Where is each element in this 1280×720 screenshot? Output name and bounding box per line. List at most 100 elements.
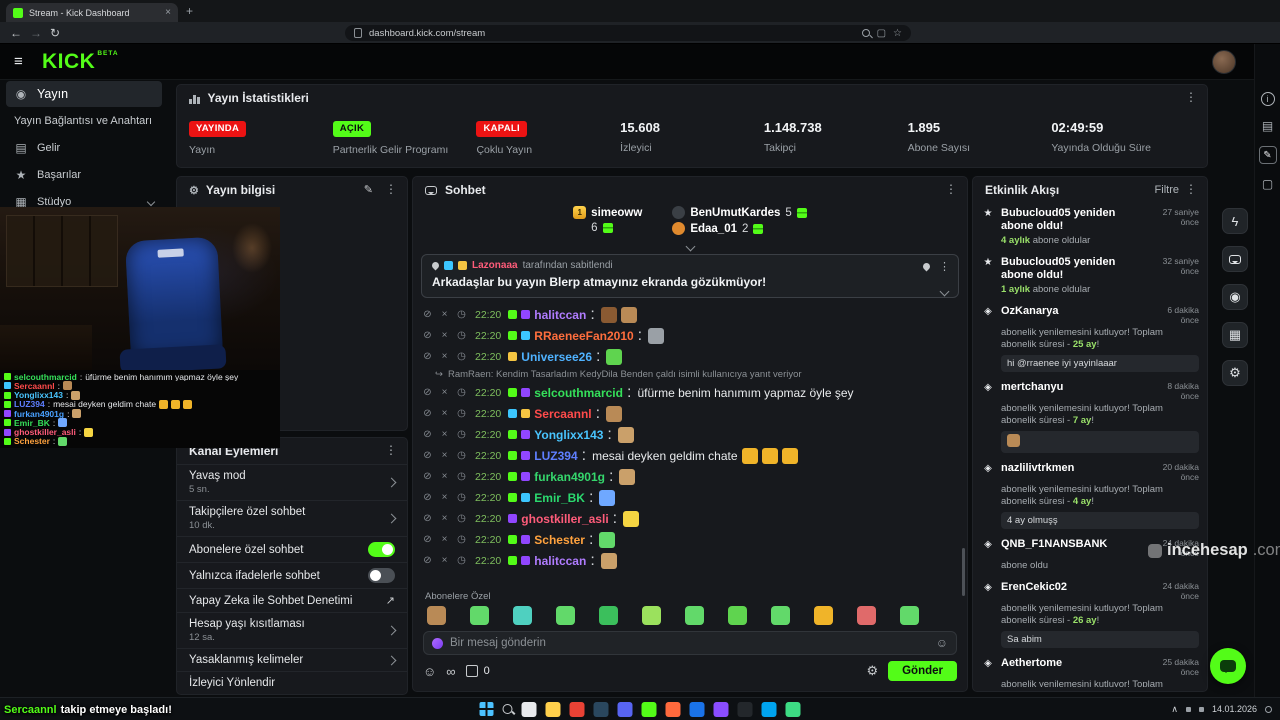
address-bar[interactable]: dashboard.kick.com/stream ▢ ☆ bbox=[345, 25, 911, 41]
ban-icon[interactable]: ⊘ bbox=[423, 408, 432, 419]
ban-icon[interactable]: ⊘ bbox=[423, 330, 432, 341]
send-button[interactable]: Gönder bbox=[888, 661, 957, 681]
new-tab-button[interactable]: + bbox=[186, 4, 194, 18]
event-username[interactable]: Bubucloud05 bbox=[1001, 207, 1071, 219]
toggle-off[interactable] bbox=[368, 568, 395, 583]
chat-username[interactable]: RRaeneeFan2010 bbox=[534, 328, 634, 343]
list-icon[interactable]: ▤ bbox=[1261, 119, 1274, 133]
emote-button[interactable] bbox=[814, 606, 833, 625]
ban-icon[interactable]: ⊘ bbox=[423, 513, 432, 524]
delete-icon[interactable]: × bbox=[441, 330, 448, 341]
bookmark-star-icon[interactable]: ☆ bbox=[893, 27, 902, 39]
kebab-menu-icon[interactable]: ⋮ bbox=[1185, 182, 1197, 196]
zoom-icon[interactable] bbox=[861, 29, 870, 37]
browser-tab[interactable]: Stream - Kick Dashboard × bbox=[6, 3, 178, 22]
taskbar-app-icon[interactable] bbox=[641, 701, 657, 717]
emote-button[interactable] bbox=[427, 606, 446, 625]
emote-button[interactable] bbox=[470, 606, 489, 625]
delete-icon[interactable]: × bbox=[441, 387, 448, 398]
taskbar-app-icon[interactable] bbox=[785, 701, 801, 717]
taskbar-app-icon[interactable] bbox=[737, 701, 753, 717]
timeout-icon[interactable]: ◷ bbox=[457, 387, 466, 398]
chat-username[interactable]: halitccan bbox=[534, 553, 587, 568]
gifter-entry[interactable]: 1 simeoww bbox=[573, 206, 642, 219]
activity-event[interactable]: ◈ mertchanyu 8 dakika önce abonelik yeni… bbox=[981, 381, 1199, 453]
chat-username[interactable]: LUZ394 bbox=[534, 448, 578, 463]
taskbar-app-icon[interactable] bbox=[689, 701, 705, 717]
emote-button[interactable] bbox=[513, 606, 532, 625]
back-button[interactable]: ← bbox=[10, 26, 22, 40]
kebab-menu-icon[interactable]: ⋮ bbox=[939, 261, 950, 273]
edit-pencil-icon[interactable]: ✎ bbox=[1258, 146, 1277, 164]
activity-event[interactable]: ◈ Aethertome 25 dakika önce abonelik yen… bbox=[981, 657, 1199, 687]
taskbar-app-icon[interactable] bbox=[521, 701, 537, 717]
chat-username[interactable]: Universee26 bbox=[521, 349, 592, 364]
link-icon[interactable]: ∞ bbox=[446, 663, 456, 679]
sidebar-item[interactable]: ◉ Yayın bbox=[6, 81, 162, 107]
forward-button[interactable]: → bbox=[30, 26, 42, 40]
taskbar-app-icon[interactable] bbox=[761, 701, 777, 717]
channel-action-row[interactable]: Yasaklanmış kelimeler bbox=[177, 648, 407, 671]
activity-event[interactable]: ◈ ErenCekic02 24 dakika önce abonelik ye… bbox=[981, 581, 1199, 648]
lightning-icon[interactable]: ϟ bbox=[1222, 208, 1248, 234]
chat-message-list[interactable]: ⊘ × ◷ 22:20 halitccan: ⊘ × ◷ bbox=[413, 302, 967, 590]
tab-close-icon[interactable]: × bbox=[165, 7, 171, 18]
delete-icon[interactable]: × bbox=[441, 408, 448, 419]
timeout-icon[interactable]: ◷ bbox=[457, 450, 466, 461]
kebab-menu-icon[interactable]: ⋮ bbox=[1185, 90, 1197, 104]
pinned-message[interactable]: Lazonaaa tarafından sabitlendi Arkadaşla… bbox=[421, 254, 959, 298]
chat-username[interactable]: furkan4901g bbox=[534, 469, 605, 484]
delete-icon[interactable]: × bbox=[441, 513, 448, 524]
kebab-menu-icon[interactable]: ⋮ bbox=[385, 182, 397, 196]
pin-icon[interactable] bbox=[921, 261, 932, 272]
tray-expand-icon[interactable]: ∧ bbox=[1171, 703, 1178, 714]
gifter-name[interactable]: simeoww bbox=[591, 206, 643, 219]
chat-scrollbar[interactable] bbox=[962, 548, 965, 596]
timeout-icon[interactable]: ◷ bbox=[457, 351, 466, 362]
timeout-icon[interactable]: ◷ bbox=[457, 492, 466, 503]
gift-box-icon[interactable] bbox=[465, 665, 478, 677]
gifters-collapse[interactable] bbox=[413, 241, 967, 252]
gifter-entry[interactable]: BenUmutKardes 5 bbox=[672, 206, 807, 219]
event-username[interactable]: nazlilivtrkmen bbox=[1001, 462, 1075, 474]
timeout-icon[interactable]: ◷ bbox=[457, 408, 466, 419]
emote-button[interactable] bbox=[642, 606, 661, 625]
taskbar-date[interactable]: 14.01.2026 bbox=[1211, 704, 1257, 714]
delete-icon[interactable]: × bbox=[441, 351, 448, 362]
timeout-icon[interactable]: ◷ bbox=[457, 330, 466, 341]
event-username[interactable]: QNB_F1NANSBANK bbox=[1001, 538, 1108, 550]
delete-icon[interactable]: × bbox=[441, 471, 448, 482]
channel-action-row[interactable]: Takipçilere özel sohbet 10 dk. bbox=[177, 500, 407, 536]
chat-username[interactable]: Emir_BK bbox=[534, 490, 585, 505]
taskbar-app-icon[interactable] bbox=[569, 701, 585, 717]
emote-button[interactable] bbox=[728, 606, 747, 625]
activity-event[interactable]: ◈ nazlilivtrkmen 20 dakika önce abonelik… bbox=[981, 462, 1199, 529]
event-username[interactable]: mertchanyu bbox=[1001, 381, 1064, 393]
notification-bell-icon[interactable] bbox=[1265, 705, 1272, 713]
cast-icon[interactable]: ▢ bbox=[1261, 177, 1274, 191]
start-button-icon[interactable] bbox=[479, 702, 494, 716]
emote-button[interactable] bbox=[857, 606, 876, 625]
chat-settings-gear-icon[interactable]: ⚙ bbox=[866, 663, 879, 678]
taskbar-app-icon[interactable] bbox=[665, 701, 681, 717]
channel-action-row[interactable]: Yavaş mod 5 sn. bbox=[177, 464, 407, 500]
emote-button[interactable] bbox=[556, 606, 575, 625]
ban-icon[interactable]: ⊘ bbox=[423, 450, 432, 461]
ban-icon[interactable]: ⊘ bbox=[423, 309, 432, 320]
timeout-icon[interactable]: ◷ bbox=[457, 429, 466, 440]
channel-action-row[interactable]: Yalnızca ifadelerle sohbet bbox=[177, 562, 407, 588]
ban-icon[interactable]: ⊘ bbox=[423, 534, 432, 545]
timeout-icon[interactable]: ◷ bbox=[457, 513, 466, 524]
sidebar-item[interactable]: ▦ Stüdyo bbox=[6, 189, 162, 215]
activity-event-list[interactable]: ★ Bubucloud05 yeniden abone oldu! 27 san… bbox=[973, 203, 1207, 687]
network-icon[interactable] bbox=[1185, 706, 1191, 712]
event-username[interactable]: ErenCekic02 bbox=[1001, 581, 1068, 593]
gifter-name[interactable]: Edaa_01 bbox=[690, 222, 737, 235]
emote-button[interactable] bbox=[900, 606, 919, 625]
broadcast-icon[interactable]: ◉ bbox=[1222, 284, 1248, 310]
activity-event[interactable]: ◈ QNB_F1NANSBANK 24 dakika önce abone ol… bbox=[981, 538, 1199, 572]
event-username[interactable]: Bubucloud05 bbox=[1001, 256, 1071, 268]
delete-icon[interactable]: × bbox=[441, 555, 448, 566]
channel-action-row[interactable]: İzleyici Yönlendir bbox=[177, 671, 407, 694]
chat-username[interactable]: halitccan bbox=[534, 307, 587, 322]
